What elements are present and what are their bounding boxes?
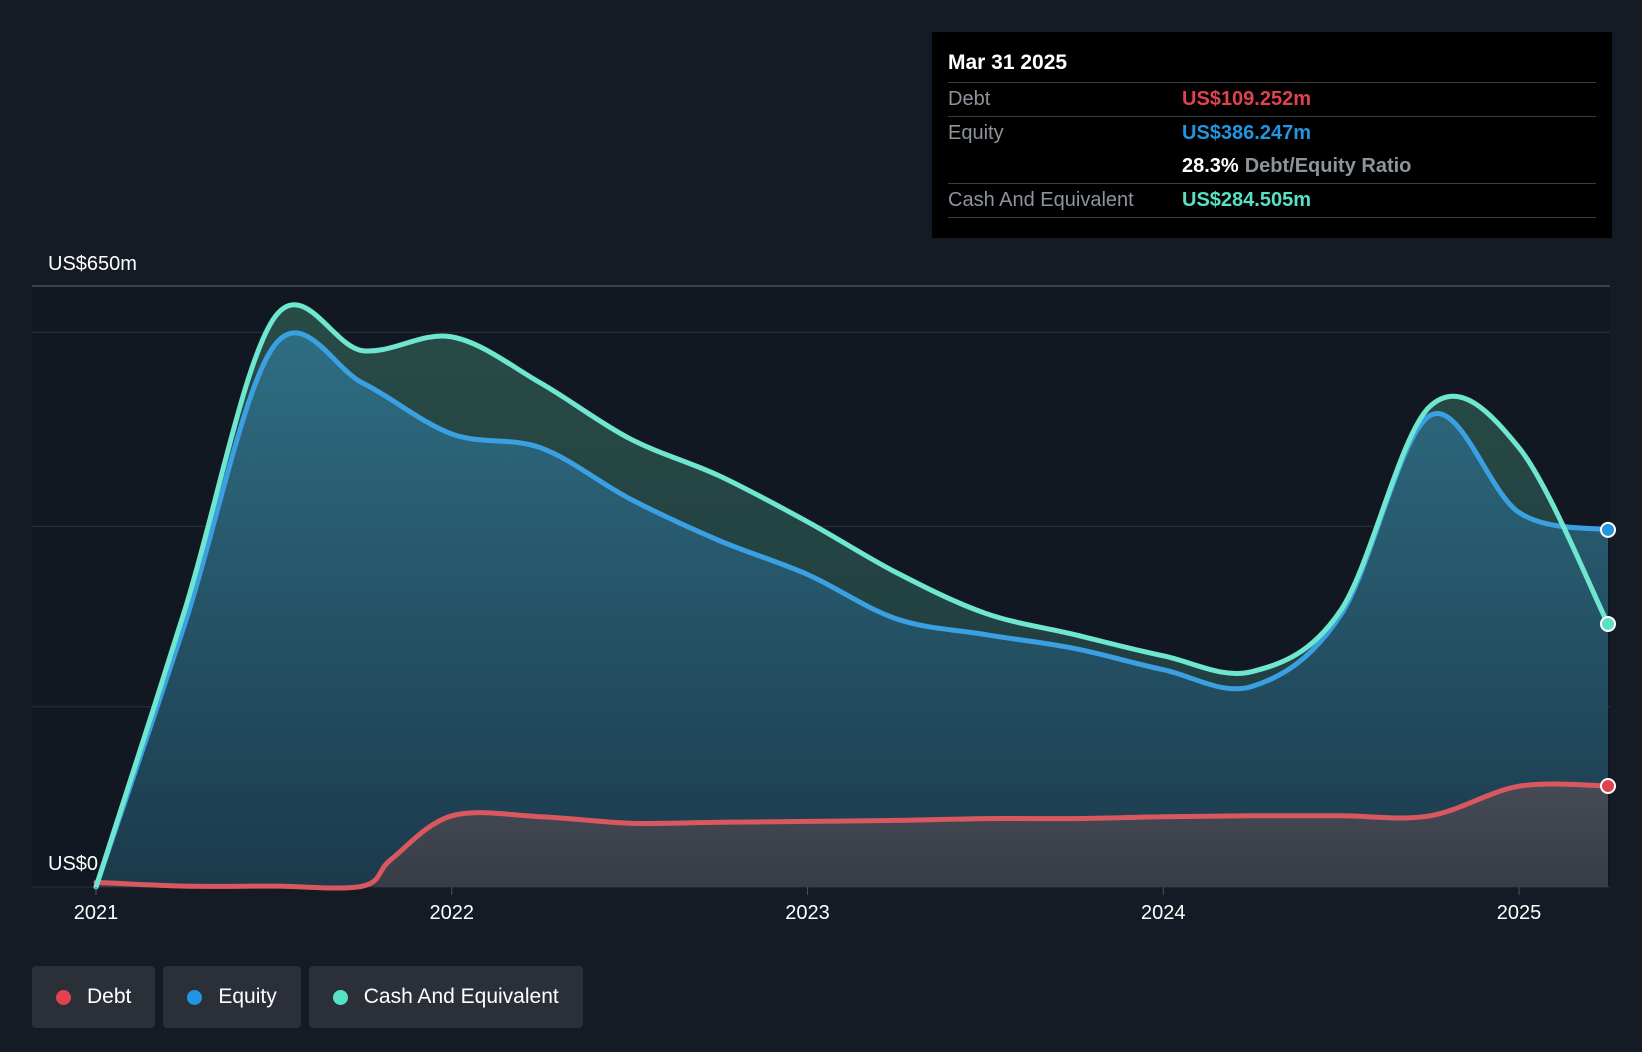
tooltip-equity-value: US$386.247m <box>1182 122 1311 144</box>
point-debt-4 <box>388 856 394 862</box>
point-debt-15 <box>1338 813 1344 819</box>
tooltip-cash-value: US$284.505m <box>1182 189 1311 211</box>
legend: Debt Equity Cash And Equivalent <box>32 966 583 1028</box>
point-cash-1 <box>182 607 188 613</box>
point-equity-11 <box>1071 645 1077 651</box>
point-cash-13 <box>1249 669 1255 675</box>
tooltip-debt-value: US$109.252m <box>1182 88 1311 110</box>
point-debt-5 <box>449 813 455 819</box>
tooltip-equity-label: Equity <box>948 122 1004 144</box>
point-debt-3 <box>360 883 366 889</box>
point-equity-15 <box>1427 412 1433 418</box>
tooltip-row-cash: Cash And Equivalent US$284.505m <box>948 184 1596 218</box>
point-cash-16 <box>1516 445 1522 451</box>
legend-label-cash: Cash And Equivalent <box>363 985 559 1008</box>
tooltip-date: Mar 31 2025 <box>948 48 1596 83</box>
point-cash-14 <box>1338 607 1344 613</box>
point-debt-10 <box>893 817 899 823</box>
x-tick-label-2023: 2023 <box>785 902 830 924</box>
point-equity-13 <box>1249 683 1255 689</box>
legend-dot-debt <box>56 989 71 1005</box>
point-debt-6 <box>538 814 544 820</box>
line-cash <box>93 302 1610 890</box>
point-equity-4 <box>449 431 455 437</box>
point-cash-9 <box>893 570 899 576</box>
point-equity-9 <box>893 616 899 622</box>
point-equity-2 <box>271 343 277 349</box>
point-debt-11 <box>982 816 988 822</box>
point-cash-6 <box>627 436 633 442</box>
end-markers <box>1600 521 1616 794</box>
point-equity-16 <box>1516 510 1522 516</box>
point-cash-8 <box>805 519 811 525</box>
end-marker-debt <box>1600 777 1616 794</box>
legend-label-equity: Equity <box>218 985 277 1008</box>
tooltip-debt-label: Debt <box>948 88 991 110</box>
tooltip-row-equity: Equity US$386.247m <box>948 117 1596 150</box>
end-marker-equity <box>1600 521 1616 538</box>
legend-label-debt: Debt <box>87 985 132 1008</box>
point-debt-13 <box>1160 814 1166 820</box>
area-debt <box>96 783 1608 889</box>
x-tick-label-2024: 2024 <box>1141 902 1186 924</box>
x-tick-label-2022: 2022 <box>430 902 475 924</box>
line-debt <box>93 781 1610 891</box>
tooltip-row-debt: Debt US$109.252m <box>948 83 1596 117</box>
series-lines <box>93 302 1610 891</box>
point-cash-10 <box>982 610 988 616</box>
point-debt-1 <box>182 883 188 889</box>
point-cash-4 <box>449 334 455 340</box>
area-equity <box>96 332 1608 887</box>
point-equity-5 <box>538 445 544 451</box>
x-axis-ticks: 2021 2022 2023 2024 2025 <box>74 887 1542 924</box>
point-cash-15 <box>1427 403 1433 409</box>
legend-dot-equity <box>187 989 203 1005</box>
point-cash-12 <box>1160 653 1166 659</box>
point-equity-3 <box>360 380 366 386</box>
tooltip-ratio-label: Debt/Equity Ratio <box>1244 155 1412 177</box>
y-axis-max-label: US$650m <box>48 253 137 275</box>
tooltip-row-ratio: 28.3% Debt/Equity Ratio <box>948 150 1596 184</box>
end-marker-cash <box>1600 615 1616 632</box>
legend-item-cash[interactable]: Cash And Equivalent <box>308 966 583 1028</box>
point-cash-5 <box>538 380 544 386</box>
tooltip-ratio-value: 28.3% <box>1182 155 1239 177</box>
point-debt-8 <box>716 819 722 825</box>
x-tick-label-2025: 2025 <box>1497 902 1542 924</box>
point-cash-2 <box>271 315 277 321</box>
point-equity-7 <box>716 537 722 543</box>
point-cash-11 <box>1071 632 1077 638</box>
point-equity-10 <box>982 632 988 638</box>
point-debt-12 <box>1071 816 1077 822</box>
tooltip-cash-label: Cash And Equivalent <box>948 189 1134 211</box>
point-debt-14 <box>1249 813 1255 819</box>
point-cash-7 <box>716 473 722 479</box>
point-debt-17 <box>1516 783 1522 789</box>
point-debt-2 <box>271 883 277 889</box>
legend-item-debt[interactable]: Debt <box>32 966 156 1028</box>
point-equity-8 <box>805 571 811 577</box>
x-tick-label-2021: 2021 <box>74 902 119 924</box>
point-debt-9 <box>805 818 811 824</box>
tooltip: Mar 31 2025 Debt US$109.252m Equity US$3… <box>932 32 1612 238</box>
point-equity-12 <box>1160 667 1166 673</box>
point-debt-7 <box>627 820 633 826</box>
legend-item-equity[interactable]: Equity <box>163 966 301 1028</box>
legend-dot-cash <box>332 989 348 1005</box>
point-equity-6 <box>627 496 633 502</box>
y-axis-min-label: US$0 <box>48 853 98 875</box>
point-cash-3 <box>360 348 366 354</box>
point-debt-16 <box>1427 813 1433 819</box>
